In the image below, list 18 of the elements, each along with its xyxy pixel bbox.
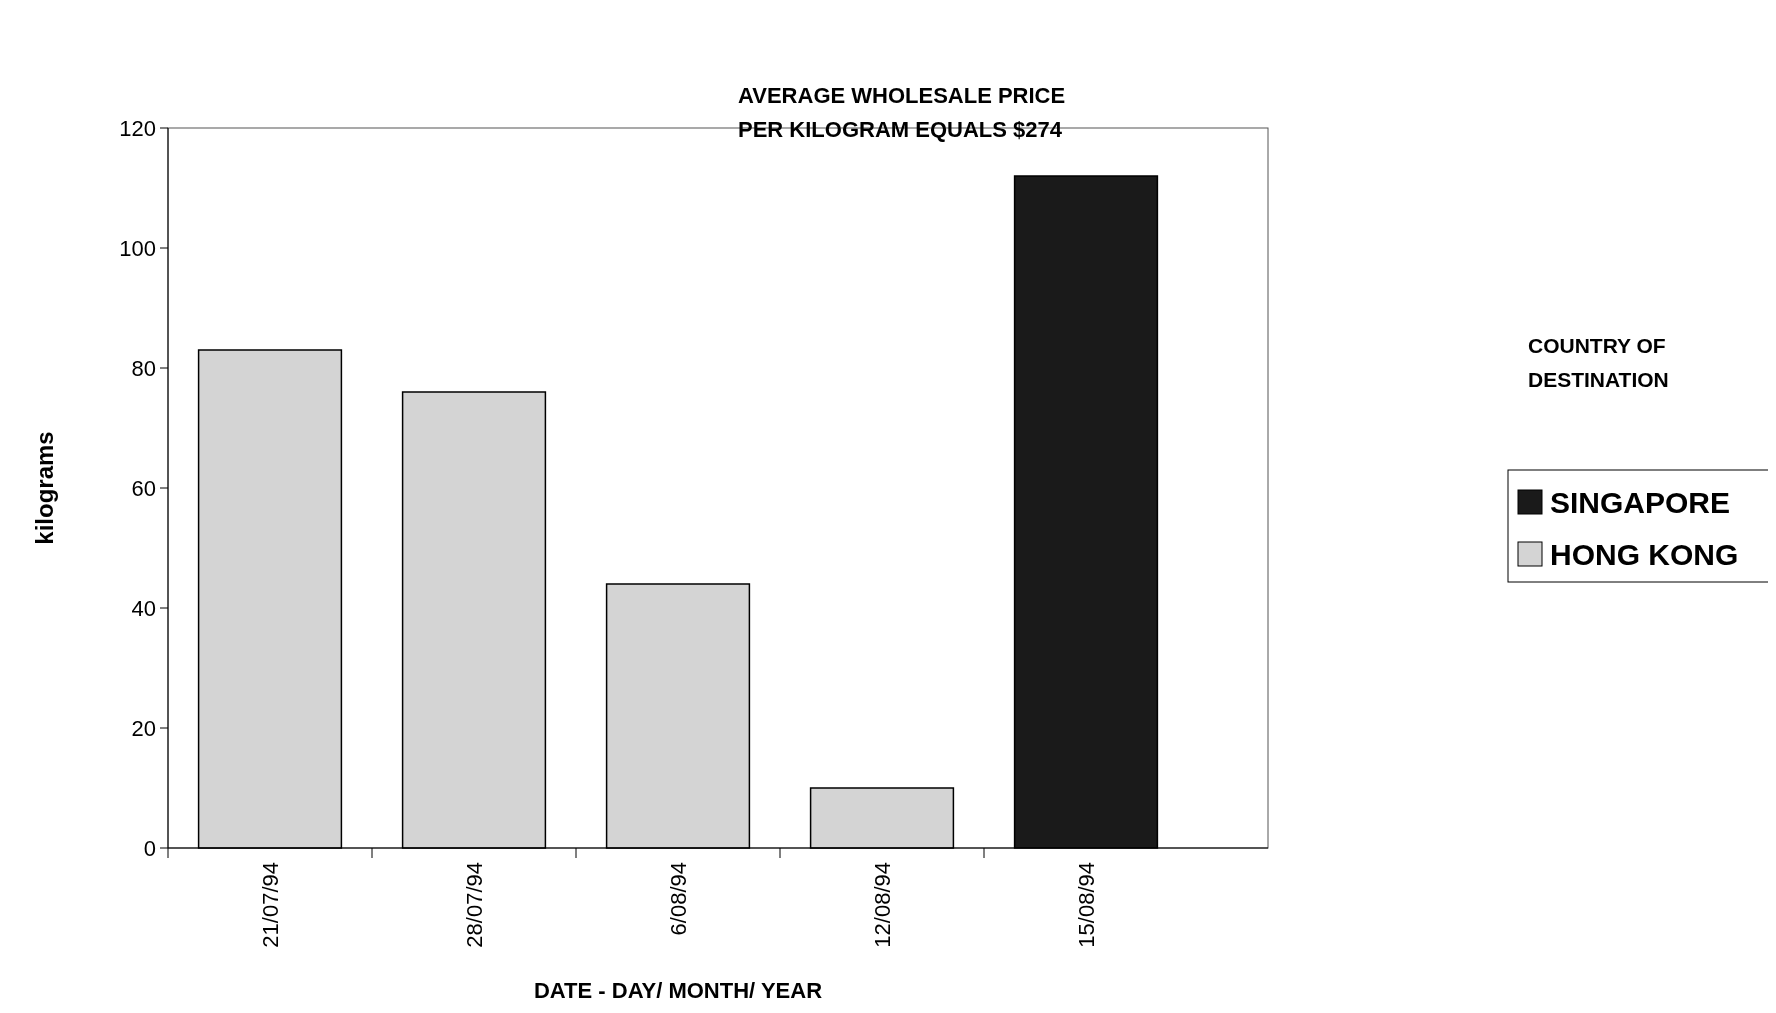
x-tick-label: 15/08/94 [1073, 862, 1099, 948]
x-tick-label: 6/08/94 [665, 862, 691, 936]
legend-title: COUNTRY OF DESTINATION [1528, 334, 1669, 391]
y-tick-label: 60 [131, 475, 156, 501]
x-tick-label: 12/08/94 [869, 862, 895, 948]
annotation: AVERAGE WHOLESALE PRICE PER KILOGRAM EQUALS $274 [738, 83, 1066, 142]
x-axis-title: DATE - DAY/ MONTH/ YEAR [533, 978, 823, 1003]
legend-label: SINGAPORE [1550, 485, 1731, 519]
legend-label: HONG KONG [1550, 537, 1739, 571]
y-tick-label: 20 [131, 715, 156, 741]
y-tick-label: 0 [143, 835, 156, 861]
y-tick-label: 120 [119, 115, 156, 141]
y-tick-label: 80 [131, 355, 156, 381]
x-tick-label: 28/07/94 [461, 862, 487, 948]
y-axis-title: kilograms [31, 431, 58, 545]
y-tick-label: 40 [131, 595, 156, 621]
x-tick-label: 21/07/94 [257, 862, 283, 948]
y-tick-label: 100 [119, 235, 156, 261]
